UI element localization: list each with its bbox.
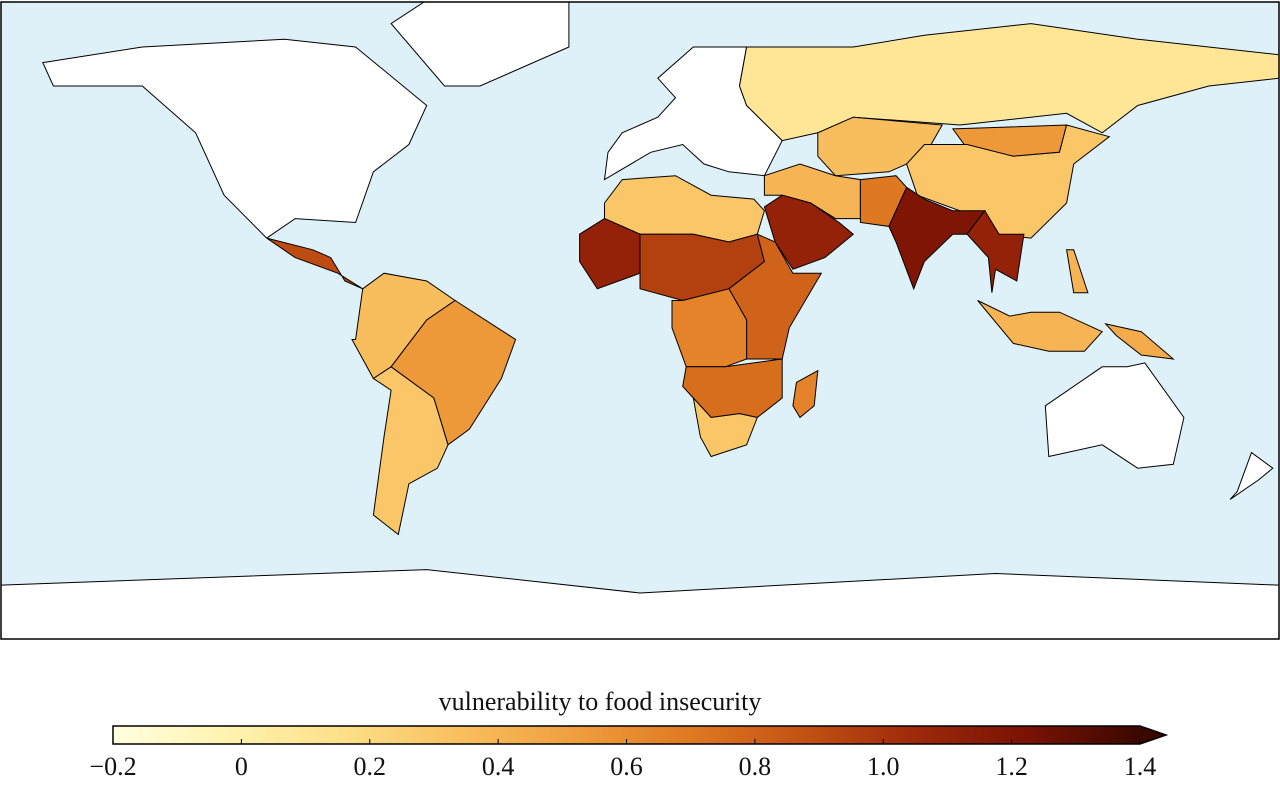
country-region xyxy=(1104,323,1175,360)
country-region xyxy=(671,288,748,368)
colorbar-title: vulnerability to food insecurity xyxy=(439,687,762,716)
colorbar-tick-label: 0.6 xyxy=(610,752,643,781)
land xyxy=(1,2,1279,639)
colorbar-tick-label: 0 xyxy=(235,752,248,781)
colorbar-extend xyxy=(1140,726,1166,744)
country-region xyxy=(792,369,819,419)
colorbar-tick-label: 0.2 xyxy=(354,752,387,781)
no-data-region xyxy=(390,2,570,87)
country-region xyxy=(966,209,1025,293)
colorbar-tick-label: 0.8 xyxy=(739,752,772,781)
no-data-region xyxy=(1,569,1279,639)
country-region xyxy=(692,396,758,458)
colorbar-tick-label: −0.2 xyxy=(89,752,136,781)
colorbar-tick-label: 1.0 xyxy=(867,752,900,781)
country-region xyxy=(763,194,855,270)
country-region xyxy=(266,237,363,290)
country-region xyxy=(763,163,861,220)
colorbar-tick-label: 1.4 xyxy=(1124,752,1157,781)
colorbar-tick-label: 1.2 xyxy=(995,752,1028,781)
country-region xyxy=(1066,249,1089,294)
no-data-region xyxy=(1044,362,1185,469)
country-region xyxy=(738,23,1279,142)
colorbar: −0.2 0 0.2 0.4 0.6 0.8 1.0 1.2 1.4 xyxy=(89,725,1169,781)
no-data-region xyxy=(1229,451,1274,500)
country-region xyxy=(372,366,449,536)
country-region xyxy=(977,300,1104,352)
colorbar-tick-label: 0.4 xyxy=(482,752,515,781)
map-frame xyxy=(0,1,1280,640)
no-data-region xyxy=(42,38,428,239)
